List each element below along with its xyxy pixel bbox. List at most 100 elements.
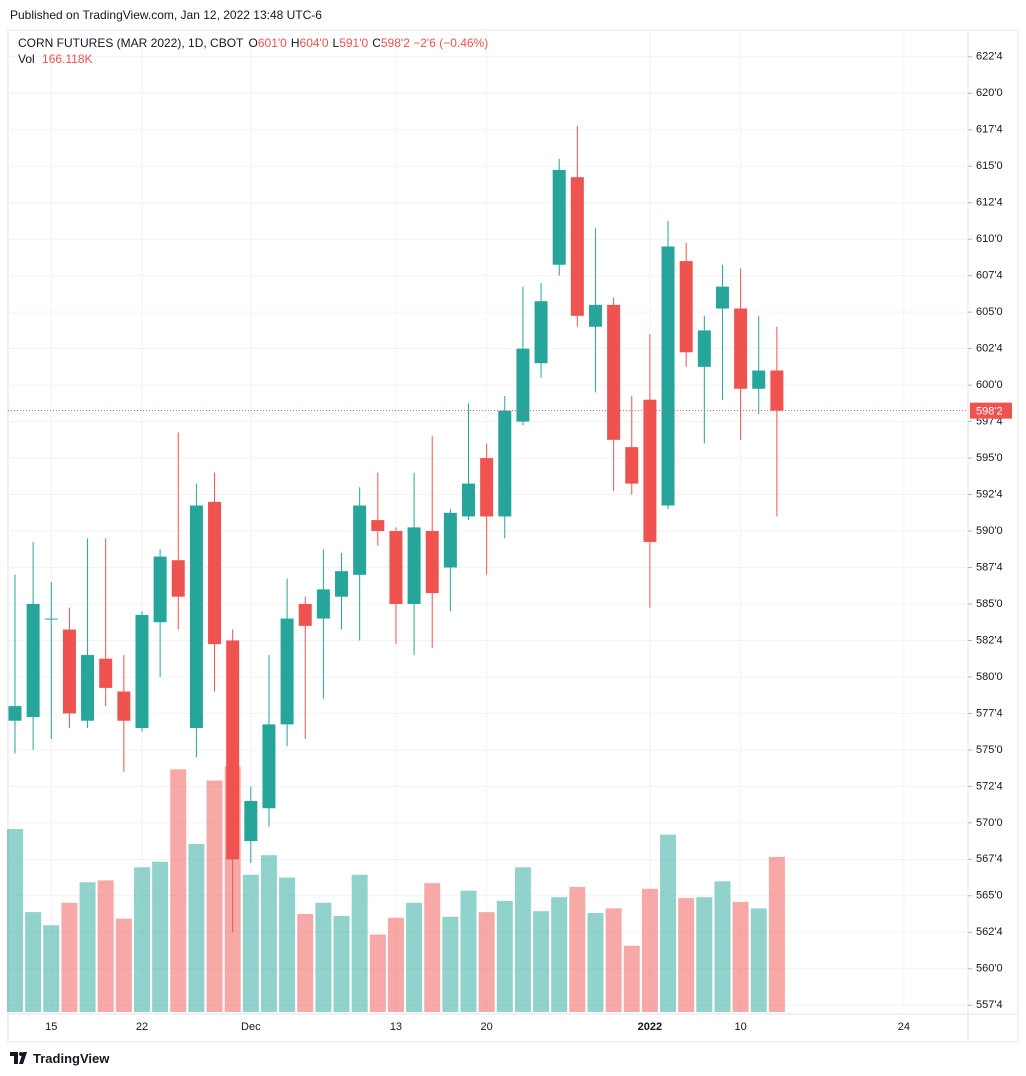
y-tick-label: 610'0 [976, 233, 1003, 245]
chart-frame [7, 29, 1019, 1043]
y-tick-label: 587'4 [976, 561, 1003, 573]
y-tick-label: 585'0 [976, 598, 1003, 610]
symbol: CORN FUTURES (MAR 2022), 1D, CBOT [18, 36, 244, 50]
candle-body [189, 505, 203, 729]
volume-bar [333, 915, 350, 1012]
candle-body [407, 527, 421, 604]
candle-body [425, 531, 439, 594]
candle-body [643, 399, 657, 542]
ohlc: O601'0 H604'0 L591'0 C598'2 [247, 36, 410, 50]
volume-bar [460, 890, 477, 1012]
logo [10, 1052, 27, 1064]
volume-bar [406, 902, 423, 1012]
ohlc-key: C [372, 36, 381, 50]
volume-bar [7, 829, 23, 1012]
candle-body [353, 505, 367, 575]
y-tick-label: 612'4 [976, 197, 1003, 209]
y-tick-label: 557'4 [976, 999, 1003, 1011]
volume-bar [387, 917, 404, 1012]
y-tick-label: 622'4 [976, 51, 1003, 63]
volume-bar [587, 913, 604, 1012]
y-tick-label: 590'0 [976, 525, 1003, 537]
candle-body [62, 629, 76, 714]
volume-bar [732, 901, 749, 1012]
y-tick-label: 577'4 [976, 707, 1003, 719]
volume-bar [605, 908, 622, 1012]
ohlc-key: O [248, 36, 258, 50]
candle-body [335, 571, 349, 597]
x-tick-label: 22 [136, 1021, 148, 1033]
volume-bar [25, 912, 42, 1012]
volume-bar [297, 913, 314, 1012]
volume-bar [678, 898, 695, 1012]
candle-body [661, 246, 675, 506]
y-tick-label: 570'0 [976, 817, 1003, 829]
candle-body [99, 658, 113, 688]
candle-body [715, 286, 729, 309]
volume-bar [478, 912, 495, 1012]
volume-bar [660, 834, 677, 1012]
candle-body [316, 589, 330, 619]
candle-body [462, 483, 475, 517]
y-tick-label: 605'0 [976, 306, 1003, 318]
candle-body [26, 603, 40, 718]
candle-body [552, 169, 566, 265]
y-tick-label: 607'4 [976, 270, 1003, 282]
volume-bar [260, 855, 277, 1012]
volume-bar [768, 856, 785, 1012]
candle-body [208, 501, 222, 645]
last-price-label: 598'2 [976, 406, 1003, 418]
x-tick-label: Dec [241, 1021, 261, 1033]
candle-body [298, 603, 312, 626]
brand: TradingView [33, 1051, 110, 1066]
candle-body [244, 800, 258, 842]
x-tick-label: 2022 [638, 1021, 662, 1033]
candle-body [607, 304, 621, 440]
volume-bar [315, 902, 332, 1012]
candle-body [498, 410, 512, 517]
candle-body [480, 458, 494, 517]
volume-bar [61, 902, 78, 1012]
x-tick-label: 15 [45, 1021, 57, 1033]
y-tick-label: 562'4 [976, 926, 1003, 938]
ohlc-value: 591'0 [339, 36, 369, 50]
volume-bar [170, 769, 187, 1012]
published-note: Published on TradingView.com, Jan 12, 20… [10, 8, 322, 22]
volume-bar [133, 867, 150, 1012]
y-tick-label: 580'0 [976, 671, 1003, 683]
candle-body [280, 618, 294, 725]
candle-body [625, 447, 639, 484]
candle-body [734, 308, 748, 389]
y-tick-label: 600'0 [976, 379, 1003, 391]
volume-bar [43, 925, 60, 1012]
candle-body [371, 520, 385, 532]
volume-value: 166.118K [42, 52, 93, 66]
ohlc-key: H [290, 36, 300, 50]
candle-body [135, 614, 149, 729]
x-tick-label: 20 [481, 1021, 493, 1033]
candle-body [153, 556, 167, 623]
volume-bar [115, 918, 132, 1012]
volume-bar [279, 877, 296, 1012]
candle-body [8, 706, 22, 721]
volume-bar [514, 867, 531, 1012]
x-tick-label: 10 [734, 1021, 746, 1033]
y-tick-label: 572'4 [976, 780, 1003, 792]
y-tick-label: 617'4 [976, 124, 1003, 136]
candle-body [679, 261, 693, 353]
candle-body [770, 370, 784, 411]
y-tick-label: 592'4 [976, 488, 1003, 500]
x-tick-label: 24 [898, 1021, 910, 1033]
volume-bar [351, 874, 368, 1012]
volume-bar [424, 883, 441, 1012]
candle-body [516, 348, 530, 422]
candle-body [534, 301, 548, 364]
ohlc-value: 604'0 [299, 36, 329, 50]
y-tick-label: 565'0 [976, 890, 1003, 902]
volume-legend: Vol 166.118K [18, 52, 93, 66]
volume-bar [551, 897, 568, 1012]
volume-bar [97, 880, 114, 1012]
y-tick-label: 582'4 [976, 634, 1003, 646]
volume-bar [696, 897, 713, 1012]
volume-bar [533, 911, 550, 1012]
